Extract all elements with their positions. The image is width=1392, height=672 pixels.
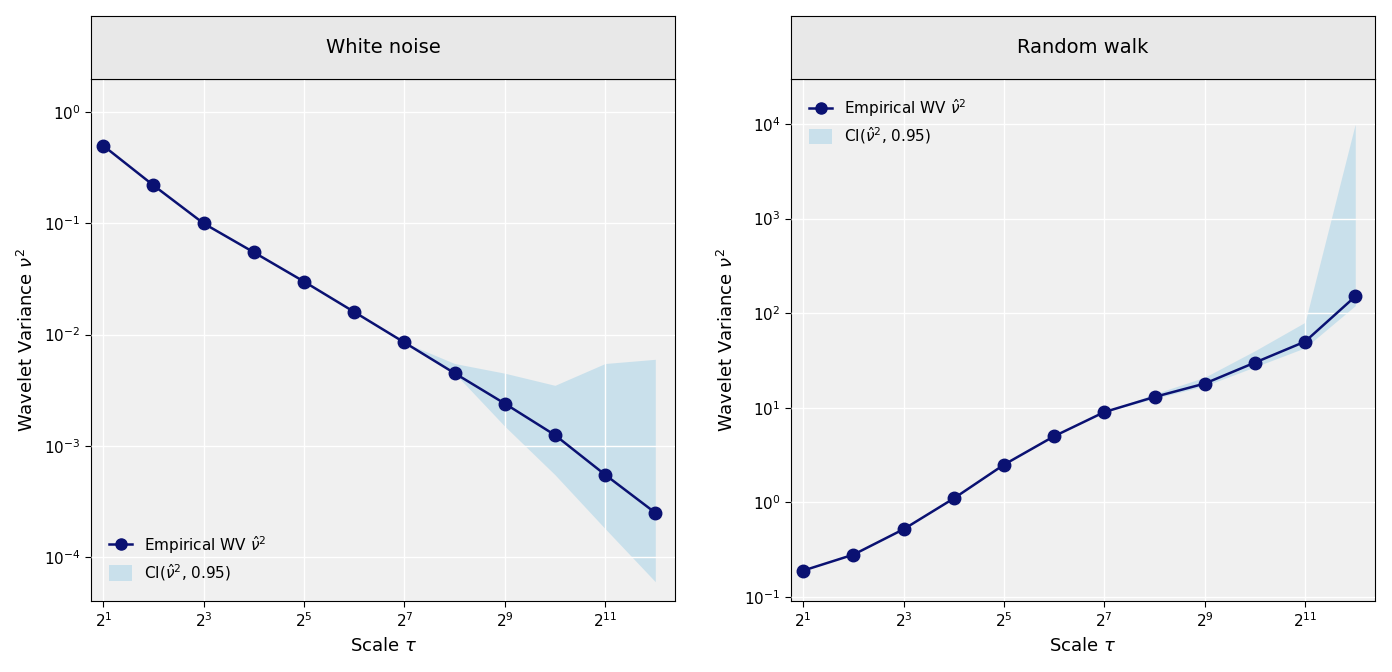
Y-axis label: Wavelet Variance $\nu^2$: Wavelet Variance $\nu^2$ <box>717 248 738 432</box>
Legend: Empirical WV $\hat{\nu}^2$, CI($\hat{\nu}^2$, 0.95): Empirical WV $\hat{\nu}^2$, CI($\hat{\nu… <box>803 91 973 152</box>
X-axis label: Scale $\tau$: Scale $\tau$ <box>1050 637 1116 655</box>
Legend: Empirical WV $\hat{\nu}^2$, CI($\hat{\nu}^2$, 0.95): Empirical WV $\hat{\nu}^2$, CI($\hat{\nu… <box>103 528 273 589</box>
Y-axis label: Wavelet Variance $\nu^2$: Wavelet Variance $\nu^2$ <box>17 248 36 432</box>
X-axis label: Scale $\tau$: Scale $\tau$ <box>349 637 416 655</box>
